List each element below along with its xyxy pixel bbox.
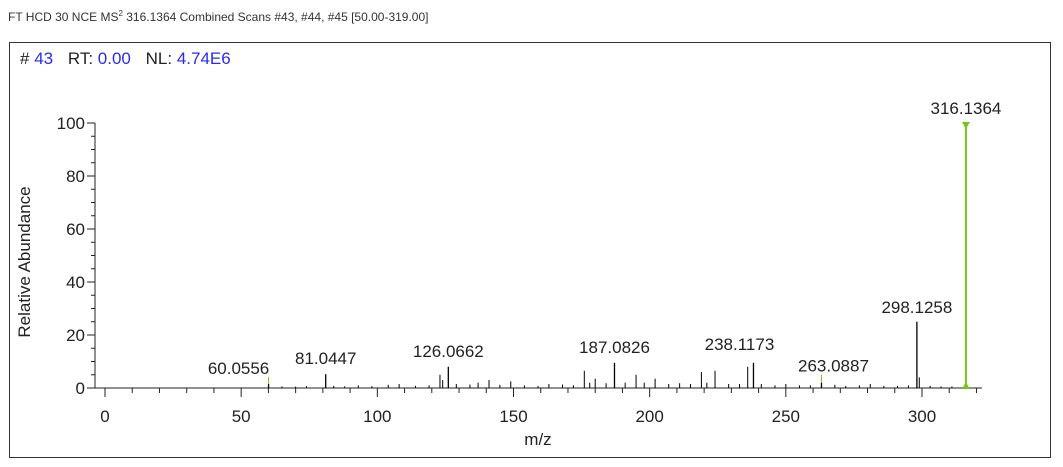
x-tick-label: 100 [363,407,391,426]
nl-label: NL: [145,49,173,68]
base-peak-bottom-marker [961,382,970,389]
x-tick-label: 200 [635,407,663,426]
rt-label: RT: [67,49,94,68]
y-tick-label: 20 [66,326,85,345]
spectrum-frame: # 43 RT: 0.00 NL: 4.74E6 [9,42,1051,458]
peak-label: 263.0887 [798,357,869,376]
x-tick-label: 300 [908,407,936,426]
scan-header-suffix: 316.1364 Combined Scans #43, #44, #45 [5… [122,10,429,24]
y-tick-label: 40 [66,273,85,292]
y-tick-label: 60 [66,220,85,239]
y-axis-label: Relative Abundance [15,186,34,337]
y-tick-label: 80 [66,167,85,186]
y-tick-label: 0 [76,379,85,398]
x-tick-label: 0 [100,407,109,426]
scan-number-label: # [20,49,30,68]
scan-number-value: 43 [34,49,54,68]
peak-label: 60.0556 [208,359,269,378]
x-tick-label: 150 [499,407,527,426]
scan-header: FT HCD 30 NCE MS2 316.1364 Combined Scan… [8,9,429,25]
rt-value: 0.00 [97,49,131,68]
nl-value: 4.74E6 [176,49,231,68]
scan-info: # 43 RT: 0.00 NL: 4.74E6 [20,49,231,69]
x-axis-label: m/z [524,430,551,449]
peak-label: 126.0662 [413,342,484,361]
peak-label: 81.0447 [295,349,356,368]
peak-label: 187.0826 [579,338,650,357]
scan-header-superscript: 2 [118,9,123,18]
x-tick-label: 50 [232,407,251,426]
peak-label: 298.1258 [881,298,952,317]
scan-header-prefix: FT HCD 30 NCE MS [8,10,119,24]
y-tick-label: 100 [57,114,85,133]
base-peak-top-marker [961,122,970,129]
peak-label: 316.1364 [930,99,1001,118]
peak-label: 238.1173 [705,335,775,354]
x-tick-label: 250 [772,407,800,426]
